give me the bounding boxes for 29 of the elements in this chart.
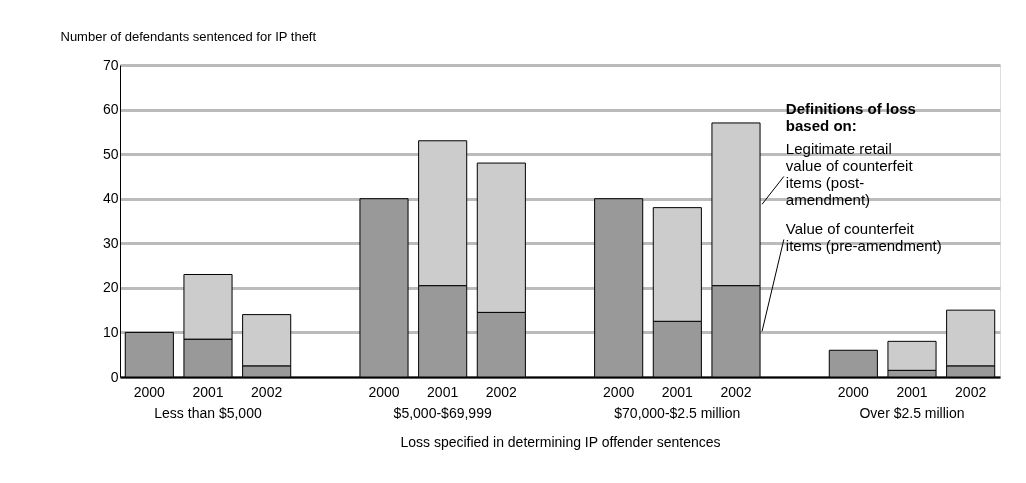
legend-label: Value of counterfeit items (pre-amendment) <box>785 220 942 255</box>
text: $70,000-$2.5 million <box>614 405 741 421</box>
x-tick-label: 2001 <box>661 383 694 400</box>
series-label: Legitimate retail value of counterfeit items (post-amendment) <box>785 140 914 209</box>
y-tick-label: 30 <box>102 234 119 251</box>
y-tick-label: 0 <box>110 368 119 385</box>
x-tick-label: 2002 <box>485 383 518 400</box>
text: $5,000-$69,999 <box>393 405 492 421</box>
x-axis-title: Loss specified in determining IP offender sentences <box>400 433 721 450</box>
x-tick-label: 2000 <box>368 383 400 400</box>
text: Over $2.5 million <box>859 405 965 421</box>
x-tick-label: 2001 <box>427 383 459 400</box>
y-axis-title: Number of defendants sentenced for IP theft <box>60 28 317 44</box>
x-tick-label: 2002 <box>955 383 987 400</box>
x-tick-label: 2002 <box>720 383 752 400</box>
legend-title: Definitions of loss based on: <box>785 100 916 135</box>
text: Less than $5,000 <box>154 405 262 421</box>
y-tick-label: 50 <box>102 145 119 162</box>
x-tick-label: 2001 <box>192 383 224 400</box>
y-tick-label: 20 <box>102 279 119 296</box>
y-tick-label: 10 <box>102 323 119 340</box>
x-tick-label: 2000 <box>133 383 166 400</box>
y-tick-label: 70 <box>102 56 119 73</box>
y-tick-label: 40 <box>102 190 119 207</box>
x-tick-label: 2000 <box>603 383 635 400</box>
x-tick-label: 2002 <box>251 383 283 400</box>
x-tick-label: 2000 <box>837 383 870 400</box>
y-tick-label: 60 <box>102 101 119 118</box>
x-tick-label: 2001 <box>896 383 928 400</box>
